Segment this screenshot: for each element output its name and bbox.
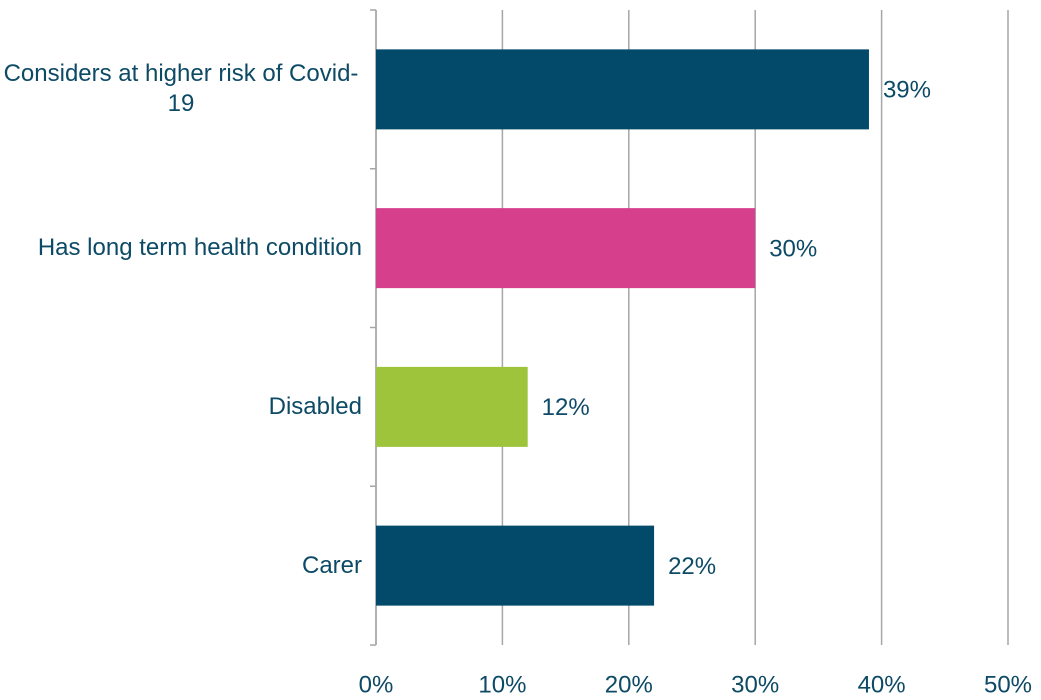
x-tick-label: 50% <box>984 671 1032 698</box>
x-tick-label: 0% <box>359 671 394 698</box>
bar <box>376 525 655 606</box>
y-tick-label: Has long term health condition <box>37 234 362 262</box>
value-label: 39% <box>883 77 931 104</box>
x-tick-label: 10% <box>478 671 526 698</box>
value-label: 22% <box>668 553 716 580</box>
category-label-box: Has long term health condition <box>0 233 362 263</box>
y-tick-label: Carer <box>301 551 362 579</box>
x-tick-label: 20% <box>605 671 653 698</box>
bar <box>376 208 756 289</box>
bar <box>376 366 528 447</box>
y-tick-label: Disabled <box>268 392 362 420</box>
x-tick-label: 30% <box>731 671 779 698</box>
value-label: 30% <box>769 235 817 262</box>
category-label-box: Carer <box>0 551 362 581</box>
x-tick-label: 40% <box>858 671 906 698</box>
value-label: 12% <box>542 394 590 421</box>
category-label-box: Considers at higher risk of Covid-19 <box>0 59 362 119</box>
category-label-box: Disabled <box>0 392 362 422</box>
bar <box>376 49 869 130</box>
y-tick-label: Considers at higher risk of Covid-19 <box>3 60 359 118</box>
